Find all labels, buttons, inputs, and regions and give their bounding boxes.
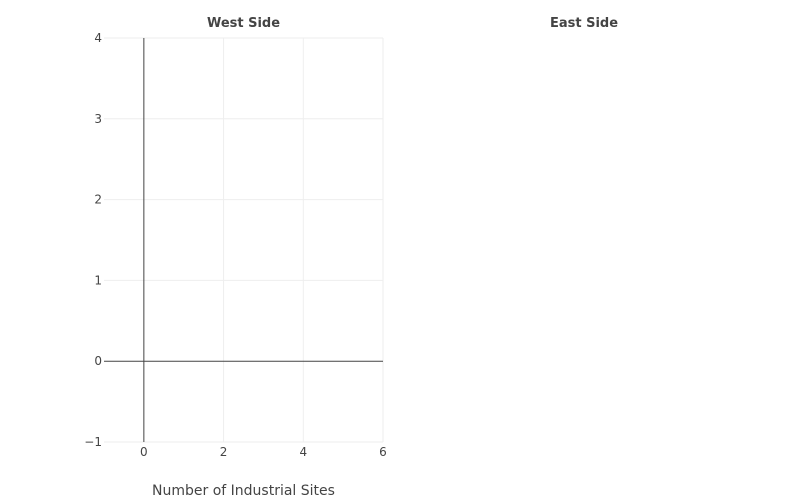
y-tick-label: 1: [94, 273, 102, 287]
y-tick-label: 2: [94, 193, 102, 207]
west-tick-labels: 0 2 4 6 −1 0 1 2 3 4: [84, 31, 387, 459]
west-grid: [104, 37, 384, 443]
x-tick-label: 6: [379, 445, 387, 459]
y-tick-label: −1: [84, 435, 102, 449]
x-tick-label: 0: [140, 445, 148, 459]
west-x-axis-title: Number of Industrial Sites: [152, 483, 335, 499]
y-tick-label: 0: [94, 354, 102, 368]
west-side-title: West Side: [207, 16, 280, 31]
y-tick-label: 4: [94, 31, 102, 45]
x-tick-label: 2: [220, 445, 228, 459]
west-zerolines: [104, 38, 383, 442]
west-side-subplot: West Side 0 2 4 6 −1 0 1 2 3 4 Number of Industri…: [84, 16, 387, 499]
x-tick-label: 4: [299, 445, 307, 459]
east-side-subplot: East Side: [550, 16, 618, 31]
y-tick-label: 3: [94, 112, 102, 126]
east-side-title: East Side: [550, 16, 618, 31]
